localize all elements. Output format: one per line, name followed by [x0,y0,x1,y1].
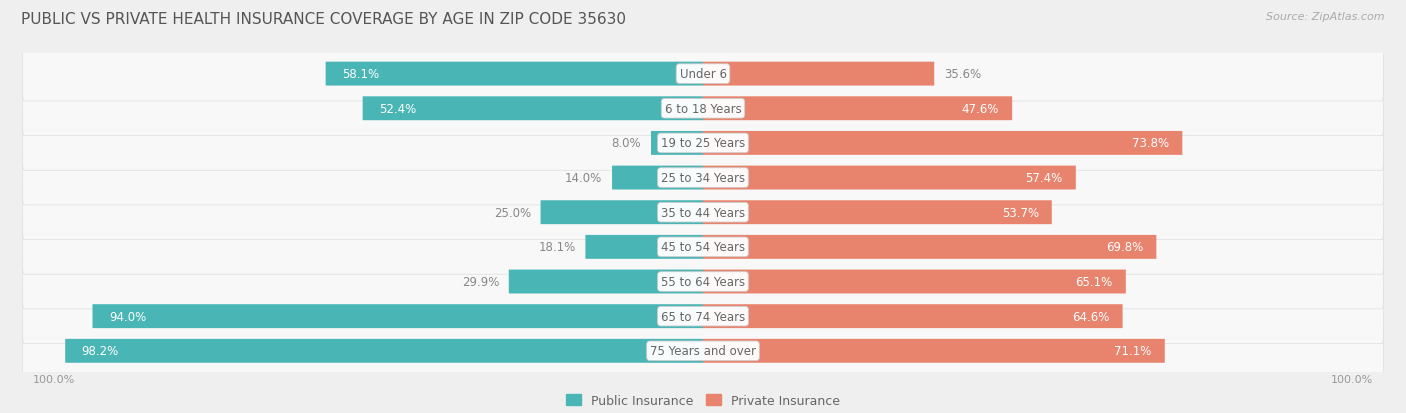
FancyBboxPatch shape [585,235,703,259]
Text: 71.1%: 71.1% [1115,344,1152,357]
Text: 25 to 34 Years: 25 to 34 Years [661,172,745,185]
FancyBboxPatch shape [326,62,703,86]
Text: 18.1%: 18.1% [538,241,575,254]
FancyBboxPatch shape [703,62,934,86]
Text: 65.1%: 65.1% [1076,275,1112,288]
Text: 6 to 18 Years: 6 to 18 Years [665,102,741,116]
FancyBboxPatch shape [22,185,1384,240]
Text: 55 to 64 Years: 55 to 64 Years [661,275,745,288]
Text: 29.9%: 29.9% [461,275,499,288]
FancyBboxPatch shape [703,270,1126,294]
FancyBboxPatch shape [22,220,1384,275]
FancyBboxPatch shape [703,339,1164,363]
Text: 73.8%: 73.8% [1132,137,1170,150]
Text: 69.8%: 69.8% [1107,241,1143,254]
Text: 52.4%: 52.4% [380,102,416,116]
FancyBboxPatch shape [703,132,1182,155]
Text: 45 to 54 Years: 45 to 54 Years [661,241,745,254]
FancyBboxPatch shape [65,339,703,363]
Text: 25.0%: 25.0% [494,206,531,219]
Text: 35.6%: 35.6% [943,68,981,81]
Text: Source: ZipAtlas.com: Source: ZipAtlas.com [1267,12,1385,22]
FancyBboxPatch shape [541,201,703,225]
Text: 58.1%: 58.1% [342,68,380,81]
FancyBboxPatch shape [22,116,1384,171]
Text: 14.0%: 14.0% [565,172,602,185]
FancyBboxPatch shape [363,97,703,121]
Text: 94.0%: 94.0% [108,310,146,323]
FancyBboxPatch shape [612,166,703,190]
FancyBboxPatch shape [651,132,703,155]
Text: PUBLIC VS PRIVATE HEALTH INSURANCE COVERAGE BY AGE IN ZIP CODE 35630: PUBLIC VS PRIVATE HEALTH INSURANCE COVER… [21,12,626,27]
Text: 64.6%: 64.6% [1073,310,1109,323]
FancyBboxPatch shape [703,166,1076,190]
Text: 98.2%: 98.2% [82,344,118,357]
Text: 57.4%: 57.4% [1025,172,1063,185]
Text: Under 6: Under 6 [679,68,727,81]
Text: 8.0%: 8.0% [612,137,641,150]
FancyBboxPatch shape [509,270,703,294]
FancyBboxPatch shape [22,82,1384,136]
FancyBboxPatch shape [22,47,1384,102]
FancyBboxPatch shape [22,254,1384,309]
FancyBboxPatch shape [703,201,1052,225]
FancyBboxPatch shape [22,289,1384,344]
Text: 47.6%: 47.6% [962,102,1000,116]
Legend: Public Insurance, Private Insurance: Public Insurance, Private Insurance [567,394,839,407]
Text: 75 Years and over: 75 Years and over [650,344,756,357]
Text: 53.7%: 53.7% [1001,206,1039,219]
FancyBboxPatch shape [22,151,1384,205]
FancyBboxPatch shape [703,235,1156,259]
Text: 19 to 25 Years: 19 to 25 Years [661,137,745,150]
FancyBboxPatch shape [703,97,1012,121]
Text: 35 to 44 Years: 35 to 44 Years [661,206,745,219]
FancyBboxPatch shape [22,324,1384,378]
FancyBboxPatch shape [93,304,703,328]
Text: 65 to 74 Years: 65 to 74 Years [661,310,745,323]
FancyBboxPatch shape [703,304,1122,328]
